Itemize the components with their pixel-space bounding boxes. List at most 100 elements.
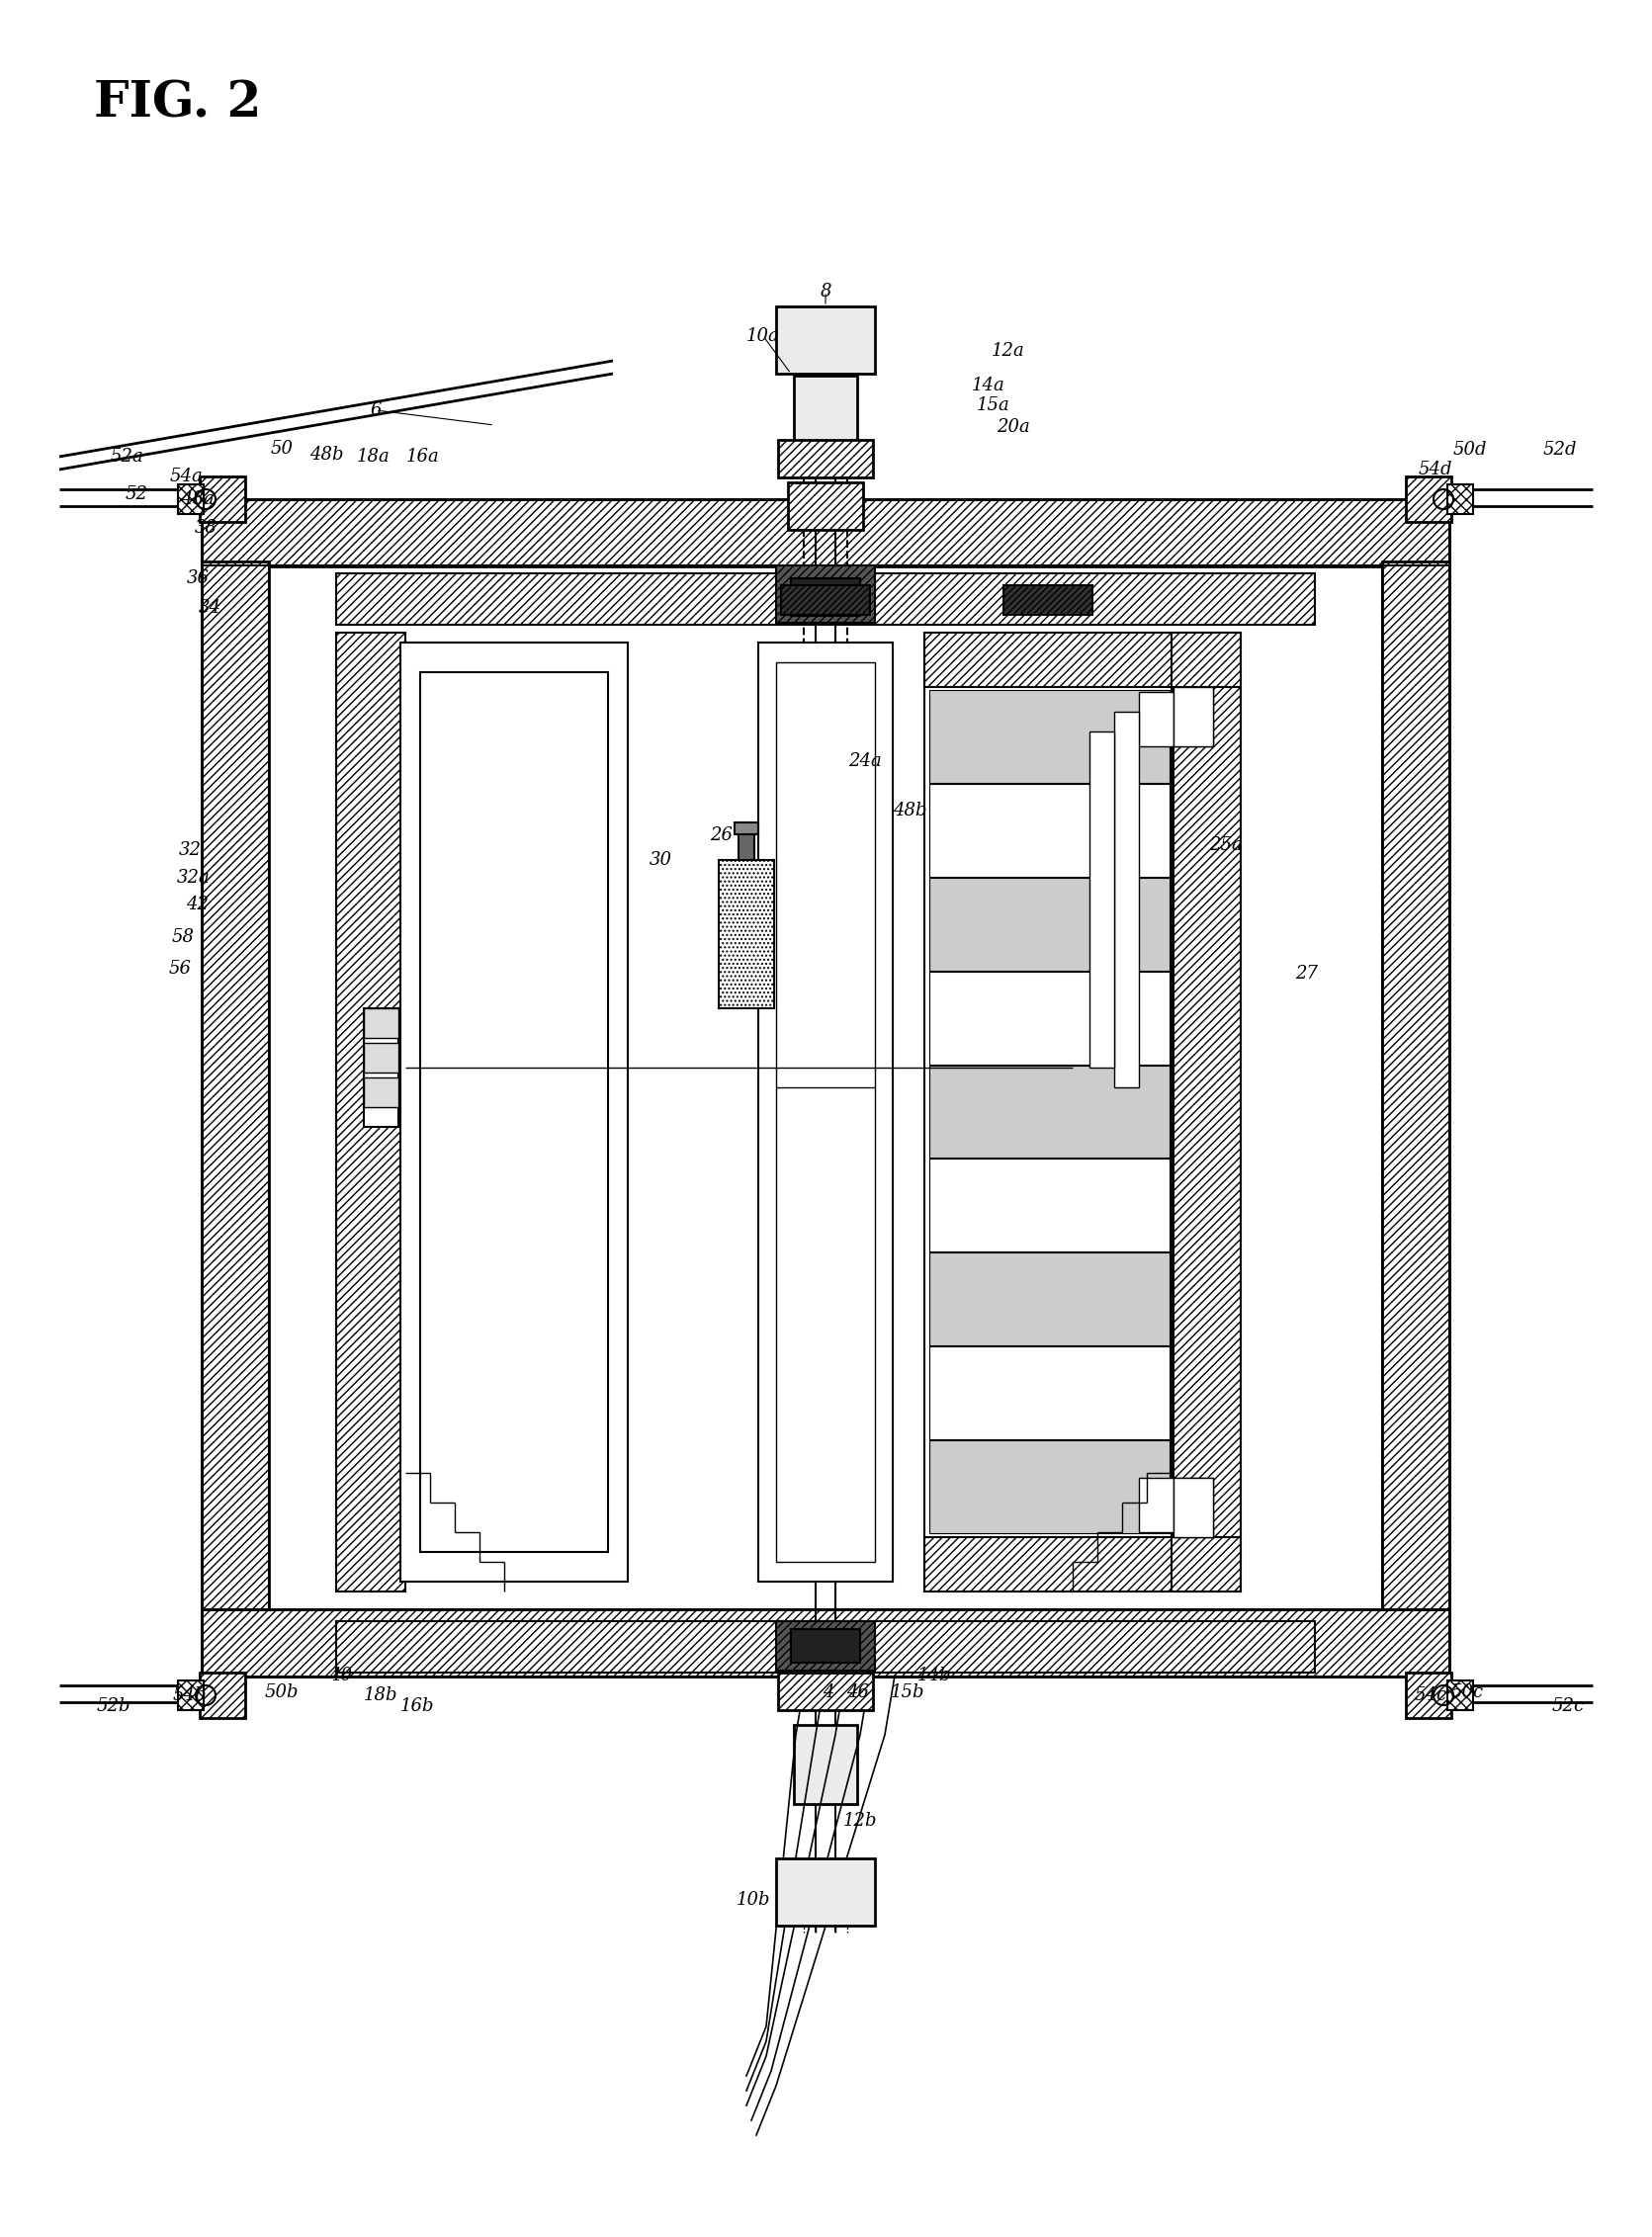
Text: 48b: 48b — [892, 801, 927, 819]
Bar — [791, 1629, 861, 1662]
Bar — [758, 642, 892, 1582]
Text: 32: 32 — [178, 841, 202, 859]
Bar — [363, 1078, 398, 1107]
Text: 38: 38 — [195, 519, 216, 537]
Bar — [776, 1622, 876, 1671]
Bar — [1173, 687, 1213, 747]
Text: 16b: 16b — [400, 1698, 434, 1716]
Bar — [795, 1725, 857, 1803]
Bar — [930, 1065, 1170, 1159]
Bar — [776, 662, 876, 1561]
Bar — [202, 499, 1449, 566]
Text: 46: 46 — [847, 1684, 869, 1700]
Bar — [335, 573, 1315, 624]
Text: 50d: 50d — [1454, 441, 1487, 459]
Bar — [776, 1859, 876, 1926]
Text: 54c: 54c — [1414, 1687, 1447, 1705]
Bar — [719, 859, 775, 1009]
Bar — [776, 566, 876, 622]
Bar — [1447, 485, 1474, 515]
Bar — [400, 642, 628, 1582]
Bar — [930, 971, 1170, 1065]
Bar — [781, 586, 871, 615]
Bar — [930, 877, 1170, 971]
Bar — [202, 1608, 1449, 1676]
Bar — [930, 783, 1170, 877]
Bar — [1447, 1680, 1474, 1709]
Bar — [1138, 1479, 1173, 1532]
Text: 52b: 52b — [96, 1698, 131, 1716]
Text: 48a: 48a — [182, 490, 215, 508]
Text: 52a: 52a — [111, 447, 144, 465]
Bar — [791, 579, 861, 615]
Bar — [178, 1680, 203, 1709]
Text: 52c: 52c — [1551, 1698, 1584, 1716]
Bar — [200, 1673, 244, 1718]
Text: 34: 34 — [198, 600, 221, 617]
Bar — [925, 633, 1241, 687]
Bar — [1173, 1479, 1213, 1537]
Text: 42: 42 — [187, 895, 210, 913]
Text: 20a: 20a — [996, 418, 1031, 436]
Text: 15a: 15a — [976, 396, 1011, 414]
Text: 24a: 24a — [849, 752, 882, 770]
Bar — [200, 476, 244, 521]
Bar — [420, 671, 608, 1552]
Bar — [363, 1042, 398, 1072]
Text: 16a: 16a — [406, 447, 439, 465]
Text: 6: 6 — [370, 400, 382, 418]
Bar — [1173, 633, 1241, 1591]
Bar — [776, 306, 876, 374]
Bar — [930, 1253, 1170, 1347]
Bar — [335, 633, 405, 1591]
Text: 50b: 50b — [264, 1684, 299, 1700]
Bar — [930, 689, 1170, 783]
Bar — [1089, 731, 1113, 1067]
Text: 54b: 54b — [173, 1687, 206, 1705]
Text: 32a: 32a — [177, 868, 210, 886]
Bar — [788, 1655, 862, 1702]
Bar — [1113, 711, 1138, 1087]
Text: 27: 27 — [1295, 964, 1318, 982]
Text: 18a: 18a — [357, 447, 390, 465]
Bar — [1383, 561, 1449, 1608]
Text: 15b: 15b — [890, 1684, 925, 1700]
Text: FIG. 2: FIG. 2 — [94, 81, 261, 128]
Text: 4: 4 — [823, 1684, 834, 1700]
Text: 56: 56 — [169, 960, 192, 978]
Text: 14b: 14b — [917, 1667, 952, 1684]
Text: 54a: 54a — [169, 468, 203, 485]
Text: 52: 52 — [126, 485, 147, 503]
Bar — [930, 1441, 1170, 1532]
Text: 18b: 18b — [363, 1687, 398, 1705]
Bar — [778, 1673, 872, 1709]
Text: 54d: 54d — [1419, 461, 1452, 479]
Text: 40: 40 — [330, 1667, 352, 1684]
Bar — [925, 1537, 1241, 1591]
Text: 50: 50 — [271, 441, 292, 459]
Bar — [1138, 691, 1173, 747]
Bar — [778, 441, 872, 476]
Text: 8: 8 — [819, 282, 831, 300]
Text: 58: 58 — [172, 928, 195, 946]
Bar — [738, 830, 755, 859]
Text: 30: 30 — [649, 850, 672, 868]
Text: 50c: 50c — [1450, 1684, 1483, 1700]
Text: 14a: 14a — [971, 376, 1006, 394]
Bar — [930, 1347, 1170, 1438]
Bar — [202, 561, 269, 1608]
Bar — [1003, 586, 1092, 615]
Bar — [1406, 476, 1452, 521]
Bar — [363, 1009, 398, 1127]
Text: 10a: 10a — [747, 327, 780, 344]
Text: 26: 26 — [710, 825, 733, 843]
Bar — [178, 485, 203, 515]
Text: 25a: 25a — [1209, 837, 1242, 855]
Text: 12b: 12b — [843, 1812, 877, 1830]
Bar — [788, 483, 862, 530]
Bar — [363, 1009, 398, 1038]
Bar — [735, 823, 758, 834]
Bar — [335, 1622, 1315, 1673]
Bar — [930, 1159, 1170, 1253]
Bar — [1406, 1673, 1452, 1718]
